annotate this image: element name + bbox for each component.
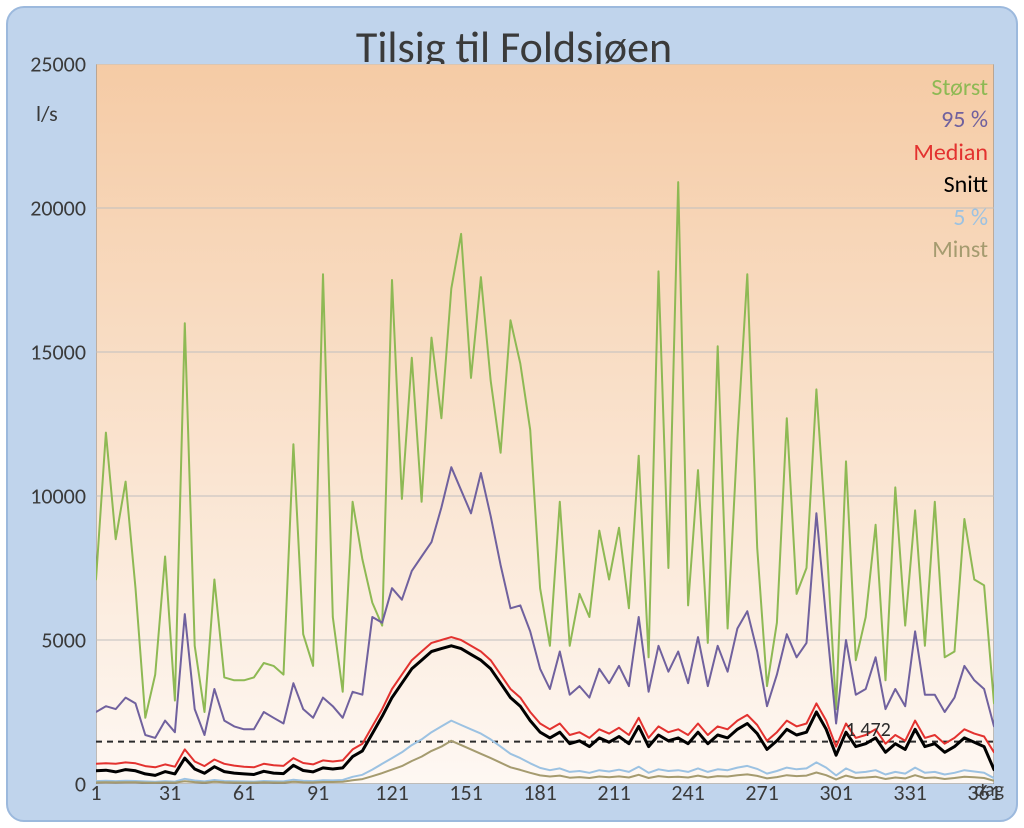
chart-frame: Tilsig til Foldsjøen l/s dag Størst95 %M… [6, 6, 1018, 822]
x-tick-label: 241 [671, 779, 704, 806]
x-tick-label: 151 [449, 779, 482, 806]
legend-item: 5 % [913, 202, 988, 234]
x-tick-label: 61 [233, 779, 255, 806]
plot-area [96, 64, 994, 784]
legend-item: Minst [913, 234, 988, 266]
y-tick-label: 15000 [6, 339, 86, 366]
x-tick-label: 331 [893, 779, 926, 806]
x-tick-label: 211 [597, 779, 630, 806]
x-tick-label: 91 [307, 779, 329, 806]
x-tick-label: 361 [967, 779, 1000, 806]
y-tick-label: 0 [6, 771, 86, 798]
legend-item: Størst [913, 72, 988, 104]
y-axis-label: l/s [36, 100, 58, 127]
x-tick-label: 1 [90, 779, 101, 806]
x-tick-label: 121 [375, 779, 408, 806]
y-tick-label: 5000 [6, 627, 86, 654]
y-tick-label: 20000 [6, 195, 86, 222]
legend-item: Median [913, 137, 988, 169]
legend-item: Snitt [913, 169, 988, 201]
legend-item: 95 % [913, 104, 988, 136]
reference-line-label: 1 472 [846, 718, 891, 742]
x-tick-label: 301 [819, 779, 852, 806]
x-tick-label: 181 [523, 779, 556, 806]
x-tick-label: 271 [745, 779, 778, 806]
y-tick-label: 25000 [6, 51, 86, 78]
x-tick-label: 31 [159, 779, 181, 806]
legend: Størst95 %MedianSnitt5 %Minst [913, 72, 988, 266]
y-tick-label: 10000 [6, 483, 86, 510]
